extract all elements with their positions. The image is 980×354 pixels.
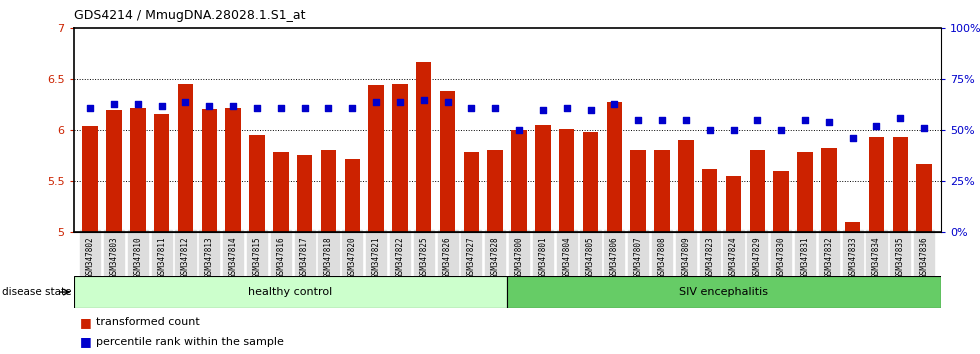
Point [750,117,765,123]
Point [368,99,384,104]
Point [487,105,503,110]
Bar [320,150,336,232]
Point [583,107,599,113]
Bar [249,135,265,232]
Point [559,105,574,110]
Point [845,136,860,141]
Text: GDS4214 / MmugDNA.28028.1.S1_at: GDS4214 / MmugDNA.28028.1.S1_at [74,9,305,22]
Bar [368,85,384,232]
Text: percentile rank within the sample: percentile rank within the sample [96,337,284,347]
Point [702,127,717,133]
Point [440,99,456,104]
Point [392,99,408,104]
Point [607,101,622,107]
Bar [798,153,812,232]
Point [344,105,360,110]
Bar [655,150,669,232]
Bar [559,129,574,232]
Point [464,105,479,110]
Bar [273,153,288,232]
Point [655,117,670,123]
Bar [678,140,694,232]
Point [225,103,241,109]
Point [630,117,646,123]
Point [320,105,336,110]
Bar [821,148,837,232]
Point [202,103,218,109]
Point [535,107,551,113]
Bar [202,109,217,232]
Bar [845,222,860,232]
Text: transformed count: transformed count [96,317,200,327]
Bar [154,114,170,232]
Bar [177,84,193,232]
Bar [74,276,508,308]
Bar [773,171,789,232]
Bar [535,125,551,232]
Bar [512,130,527,232]
Point [82,105,98,110]
Point [177,99,193,104]
Point [249,105,265,110]
Point [797,117,812,123]
Text: SIV encephalitis: SIV encephalitis [679,287,768,297]
Bar [464,153,479,232]
Bar [893,137,908,232]
Bar [130,108,146,232]
Point [512,127,527,133]
Point [273,105,289,110]
Bar [345,159,360,232]
Bar [392,84,408,232]
Point [773,127,789,133]
Text: disease state: disease state [2,287,72,297]
Point [416,97,431,102]
Text: healthy control: healthy control [248,287,332,297]
Bar [583,132,598,232]
Bar [106,110,122,232]
Bar [487,150,503,232]
Point [868,123,884,129]
Bar [440,91,456,232]
Bar [225,108,241,232]
Bar [297,155,313,232]
Point [154,103,170,109]
Bar [82,126,98,232]
Point [106,101,122,107]
Bar [868,137,884,232]
Bar [630,150,646,232]
Bar [508,276,941,308]
Bar [416,62,431,232]
Point [725,127,741,133]
Point [893,115,908,121]
Bar [726,176,741,232]
Bar [702,169,717,232]
Bar [607,102,622,232]
Point [297,105,313,110]
Bar [916,164,932,232]
Point [821,119,837,125]
Point [916,125,932,131]
Point [130,101,146,107]
Text: ■: ■ [80,316,92,329]
Text: ■: ■ [80,335,92,348]
Point [678,117,694,123]
Bar [750,150,765,232]
